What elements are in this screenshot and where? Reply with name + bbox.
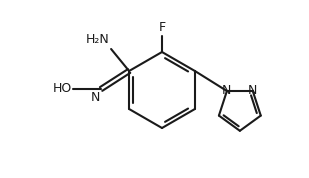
Text: N: N [248, 85, 257, 98]
Text: F: F [159, 21, 166, 34]
Text: N: N [91, 91, 100, 104]
Text: HO: HO [53, 82, 72, 96]
Text: N: N [222, 85, 232, 98]
Text: H₂N: H₂N [85, 33, 109, 46]
